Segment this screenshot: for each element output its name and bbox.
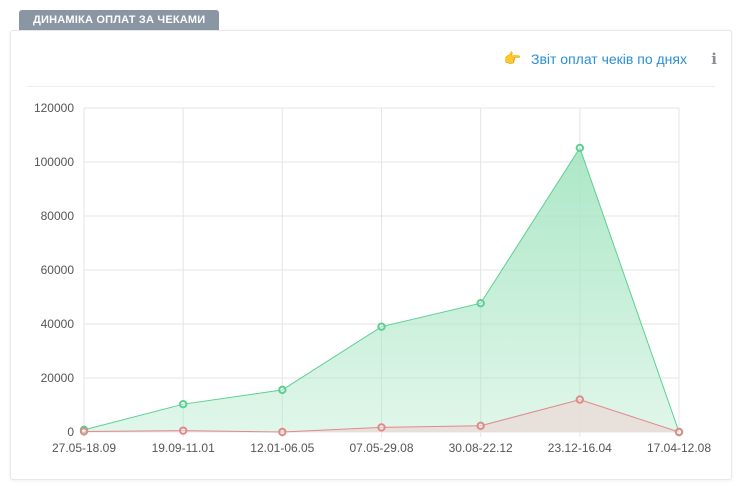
chart-points xyxy=(79,143,684,437)
series-red-line xyxy=(83,399,680,433)
series-red-point xyxy=(575,395,585,404)
series-red-point xyxy=(674,427,684,437)
series-green-point xyxy=(476,299,485,308)
series-red-point xyxy=(79,427,89,436)
x-tick-label: 17.04-12.08 xyxy=(647,441,711,455)
series-red-point xyxy=(178,426,188,435)
y-tick-label: 60000 xyxy=(41,263,75,277)
pointing-hand-icon: 👉 xyxy=(503,50,521,66)
series-red-point xyxy=(278,427,287,437)
series-green-point xyxy=(377,322,386,331)
daily-report-label: Звіт оплат чеків по днях xyxy=(530,50,687,67)
x-tick-label: 30.08-22.12 xyxy=(449,441,513,455)
header-divider xyxy=(27,86,715,87)
x-tick-label: 07.05-29.08 xyxy=(349,441,413,455)
series-red-area xyxy=(84,399,679,432)
series-green-line xyxy=(83,146,680,433)
y-tick-label: 80000 xyxy=(41,209,75,223)
y-tick-label: 20000 xyxy=(41,371,75,385)
x-tick-label: 19.09-11.01 xyxy=(152,441,215,455)
series-green-point xyxy=(575,143,585,153)
info-icon[interactable]: i xyxy=(711,50,717,68)
y-tick-label: 120000 xyxy=(34,101,74,115)
x-tick-label: 27.05-18.09 xyxy=(52,441,116,455)
x-axis-ticks: 27.05-18.09 19.09-11.01 12.01-06.05 07.05-2… xyxy=(52,441,711,455)
series-red-point xyxy=(476,421,485,430)
payments-area-chart: 0 20000 40000 60000 80000 100000 120000 27.05-… xyxy=(34,101,711,455)
chart-card: 👉 Звіт оплат чеків по днях i 0 20000 40000… xyxy=(10,30,732,480)
y-axis-ticks: 0 20000 40000 60000 80000 100000 120000 xyxy=(34,101,74,439)
x-tick-label: 12.01-06.05 xyxy=(250,441,314,455)
y-tick-label: 40000 xyxy=(41,317,75,331)
daily-report-link[interactable]: 👉 Звіт оплат чеків по днях xyxy=(504,50,687,67)
series-green-point xyxy=(278,385,287,395)
chart-areas xyxy=(83,146,680,433)
series-green-point xyxy=(178,399,188,409)
y-tick-label: 0 xyxy=(67,425,74,439)
series-green-area xyxy=(84,147,679,432)
series-red-point xyxy=(377,423,386,432)
y-tick-label: 100000 xyxy=(34,155,74,169)
x-tick-label: 23.12-16.04 xyxy=(548,441,612,455)
chart-tab: ДИНАМІКА ОПЛАТ ЗА ЧЕКАМИ xyxy=(19,10,220,30)
